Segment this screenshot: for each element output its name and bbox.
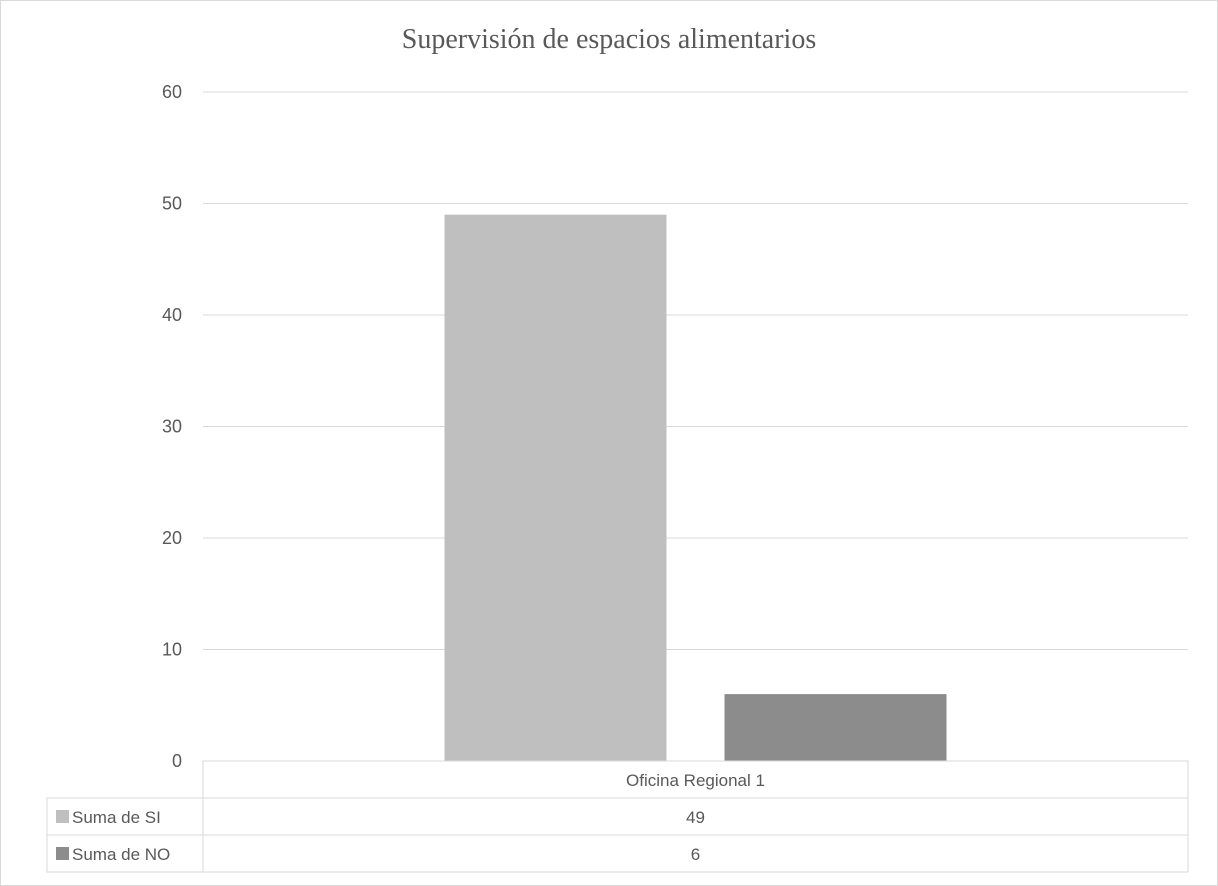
chart-title: Supervisión de espacios alimentarios <box>401 24 817 55</box>
bar-suma-de-si <box>444 214 667 761</box>
y-tick-label-10: 10 <box>162 640 182 660</box>
legend-label-suma-de-no: Suma de NO <box>72 845 170 864</box>
data-label-suma-de-no: 6 <box>691 845 700 864</box>
bar-suma-de-no <box>724 694 947 761</box>
y-tick-label-0: 0 <box>172 751 182 771</box>
y-tick-label-30: 30 <box>162 417 182 437</box>
legend-key-suma-de-si <box>56 810 69 823</box>
y-tick-label-50: 50 <box>162 194 182 214</box>
y-tick-label-40: 40 <box>162 305 182 325</box>
legend-key-suma-de-no <box>56 847 69 860</box>
y-tick-label-20: 20 <box>162 528 182 548</box>
y-tick-label-60: 60 <box>162 82 182 102</box>
category-label: Oficina Regional 1 <box>626 771 765 790</box>
data-label-suma-de-si: 49 <box>686 808 705 827</box>
legend-label-suma-de-si: Suma de SI <box>72 808 161 827</box>
